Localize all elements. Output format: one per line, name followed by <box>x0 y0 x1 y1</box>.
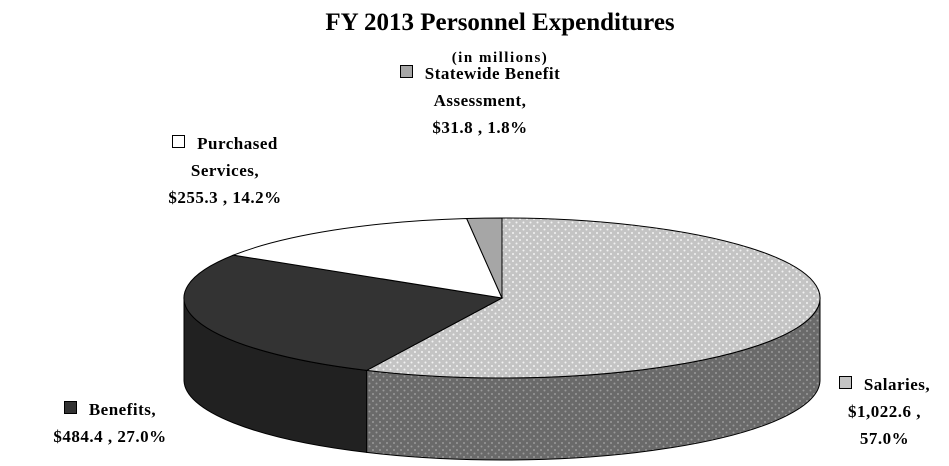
category-label: Benefits, <box>88 400 157 419</box>
label-value-line: $1,022.6 , 57.0% <box>822 398 947 452</box>
label-value-line: $484.4 , 27.0% <box>10 423 210 450</box>
pie-slice <box>465 217 503 299</box>
pie-slice <box>231 217 503 299</box>
value-label: $255.3 , <box>168 188 228 207</box>
percentage-label: 14.2% <box>232 188 282 207</box>
value-label: $484.4 , <box>53 427 113 446</box>
legend-swatch <box>172 135 186 148</box>
label-name-line: Salaries, <box>822 371 947 398</box>
slice-label: Statewide Benefit Assessment, $31.8 , 1.8… <box>395 60 565 141</box>
chart-subtitle: (in millions) <box>452 50 549 66</box>
pie-slice <box>183 254 504 371</box>
chart-title: FY 2013 Personnel Expenditures <box>325 9 675 36</box>
percentage-label: 1.8% <box>487 118 528 137</box>
pie-side-shade <box>184 298 367 453</box>
label-name-line: Statewide Benefit Assessment, <box>395 60 565 114</box>
pie-slice <box>364 217 821 379</box>
value-label: $1,022.6 , <box>848 402 921 421</box>
category-label: Statewide Benefit Assessment, <box>424 64 561 110</box>
value-label: $31.8 , <box>432 118 483 137</box>
label-name-line: Benefits, <box>10 396 210 423</box>
legend-swatch <box>399 65 413 78</box>
category-label: Purchased Services, <box>190 134 278 180</box>
slice-label: Salaries, $1,022.6 , 57.0% <box>822 371 947 452</box>
label-value-line: $255.3 , 14.2% <box>140 184 310 211</box>
legend-swatch <box>838 376 852 389</box>
percentage-label: 57.0% <box>859 429 910 448</box>
slice-label: Benefits, $484.4 , 27.0% <box>10 396 210 450</box>
legend-swatch <box>63 401 77 414</box>
slice-label: Purchased Services, $255.3 , 14.2% <box>140 130 310 211</box>
label-name-line: Purchased Services, <box>140 130 310 184</box>
percentage-label: 27.0% <box>117 427 167 446</box>
label-value-line: $31.8 , 1.8% <box>395 114 565 141</box>
category-label: Salaries, <box>863 375 931 394</box>
